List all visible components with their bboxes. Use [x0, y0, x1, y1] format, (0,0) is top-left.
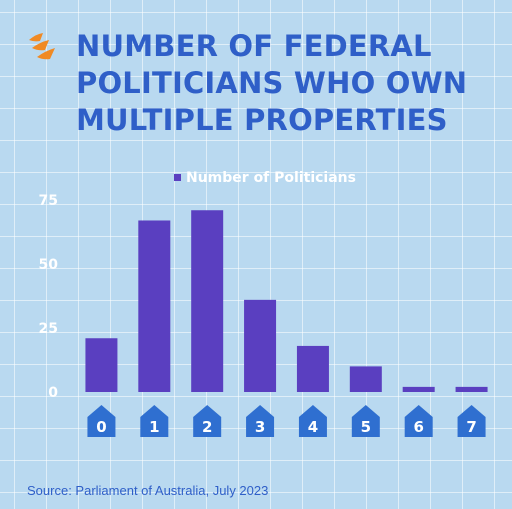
bar [138, 220, 171, 392]
x-tick: 0 [87, 405, 116, 437]
legend-swatch [174, 174, 181, 181]
chart-title: NUMBER OF FEDERAL POLITICIANS WHO OWN MU… [76, 28, 506, 139]
x-tick: 2 [193, 405, 222, 437]
x-tick-label: 6 [413, 418, 423, 436]
house-icon [246, 405, 275, 437]
house-icon [140, 405, 169, 437]
source-note: Source: Parliament of Australia, July 20… [27, 483, 269, 498]
house-icon [457, 405, 486, 437]
x-tick: 3 [246, 405, 275, 437]
y-tick-label: 75 [39, 193, 58, 209]
sbs-logo-icon [29, 33, 55, 60]
bar [191, 210, 224, 392]
house-icon [193, 405, 222, 437]
y-tick-label: 50 [39, 257, 59, 273]
y-axis: 0 25 50 75 [39, 193, 59, 401]
y-tick-label: 0 [48, 385, 58, 401]
x-tick-label: 1 [149, 418, 159, 436]
legend-label: Number of Politicians [186, 170, 356, 186]
bar [85, 338, 118, 392]
y-tick-label: 25 [39, 321, 58, 337]
x-axis: 0 1 2 3 4 5 6 7 [87, 405, 486, 437]
bar [455, 386, 488, 392]
x-tick-label: 3 [255, 418, 265, 436]
x-tick-label: 7 [466, 418, 476, 436]
x-tick-label: 5 [361, 418, 371, 436]
x-tick: 5 [351, 405, 380, 437]
bar [244, 299, 277, 392]
bar [349, 366, 382, 392]
house-icon [404, 405, 433, 437]
chart-title-line: POLITICIANS WHO OWN [76, 66, 468, 100]
x-tick: 4 [298, 405, 327, 437]
x-tick-label: 4 [308, 418, 318, 436]
chart-title-line: MULTIPLE PROPERTIES [76, 103, 448, 137]
bar [402, 386, 435, 392]
chart-legend: Number of Politicians [174, 170, 356, 186]
bar [296, 345, 329, 392]
house-icon [298, 405, 327, 437]
house-icon [87, 405, 116, 437]
house-icon [351, 405, 380, 437]
x-tick: 1 [140, 405, 169, 437]
x-tick: 6 [404, 405, 433, 437]
x-tick-label: 2 [202, 418, 212, 436]
chart-title-line: NUMBER OF FEDERAL [76, 29, 432, 63]
x-tick-label: 0 [96, 418, 106, 436]
x-tick: 7 [457, 405, 486, 437]
bar-series [85, 210, 488, 392]
